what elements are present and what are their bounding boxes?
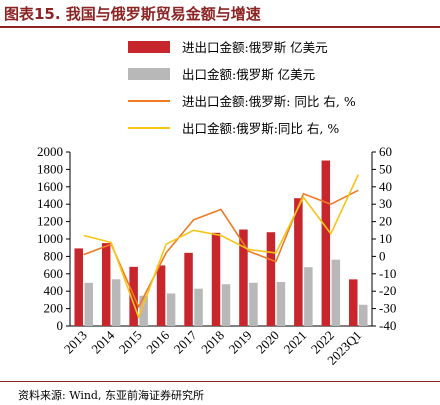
bar-trade-value [266,232,276,326]
x-tick-label: 2013 [61,328,90,357]
left-tick-label: 1600 [37,179,63,194]
x-tick-label: 2015 [116,328,145,357]
x-tick-label: 2017 [171,327,200,356]
bar-trade-value [156,265,166,326]
right-tick-label: 50 [379,161,392,176]
source-note: 资料来源: Wind, 东亚前海证券研究所 [18,389,204,402]
legend-label-trade-yoy: 进出口金额:俄罗斯: 同比 右, % [182,94,356,109]
bar-export-value [111,279,121,326]
right-tick-label: 0 [379,248,386,263]
left-tick-label: 400 [44,283,64,298]
right-tick-label: -30 [379,301,396,316]
left-tick-label: 1400 [37,196,63,211]
legend-swatch-export-yoy [128,127,170,129]
right-tick-label: 40 [379,179,392,194]
bar-export-value [249,282,258,326]
left-tick-label: 800 [44,248,64,263]
bar-trade-value [211,232,221,326]
bar-export-value [194,288,203,326]
legend-label-trade-value: 进出口金额:俄罗斯 亿美元 [182,40,328,55]
source-bar: 资料来源: Wind, 东亚前海证券研究所 [0,381,440,405]
left-tick-label: 2000 [37,144,63,159]
right-tick-label: -10 [379,266,396,281]
right-tick-label: -40 [379,318,396,333]
left-tick-label: 1800 [37,161,63,176]
bar-trade-value [294,198,303,326]
legend-swatch-export-value [128,68,170,80]
x-tick-label: 2016 [143,327,172,356]
bar-export-value [359,304,368,326]
left-tick-label: 1200 [37,214,63,229]
left-tick-label: 1000 [37,231,63,246]
legend-swatch-trade-yoy [128,100,170,102]
bar-trade-value [101,243,111,326]
bar-trade-value [239,229,248,326]
bar-export-value [276,281,286,326]
bar-export-value [139,295,148,326]
legend-swatch-trade-value [128,41,170,53]
legend-label-export-yoy: 出口金额:俄罗斯:同比 右, % [182,121,340,136]
right-tick-label: 10 [379,231,392,246]
x-tick-label: 2021 [280,328,309,357]
right-tick-label: 20 [379,214,392,229]
x-tick-label: 2014 [88,327,117,356]
bar-export-value [331,259,341,326]
x-tick-label: 2018 [198,328,227,357]
bar-trade-value [349,279,358,326]
bar-export-value [304,267,313,326]
x-tick-label: 2020 [253,328,282,357]
bar-export-value [166,293,176,326]
left-tick-label: 200 [44,301,64,316]
bar-trade-value [184,252,193,326]
x-tick-label: 2019 [226,328,255,357]
line-trade-yoy [83,189,359,308]
left-tick-label: 0 [57,318,64,333]
right-tick-label: -20 [379,283,396,298]
right-tick-label: 60 [379,144,392,159]
bar-trade-value [321,160,331,326]
chart-title: 图表15. 我国与俄罗斯贸易金额与增速 [4,5,261,23]
bar-export-value [84,282,93,326]
line-export-yoy [83,174,359,319]
legend-label-export-value: 出口金额:俄罗斯 亿美元 [182,67,316,82]
bar-trade-value [74,248,83,326]
left-tick-label: 600 [44,266,64,281]
chart-plot: 0200400600800100012001400160018002000-40… [37,144,396,368]
bar-export-value [221,284,231,326]
right-tick-label: 30 [379,196,392,211]
title-bar: 图表15. 我国与俄罗斯贸易金额与增速 [0,0,440,28]
